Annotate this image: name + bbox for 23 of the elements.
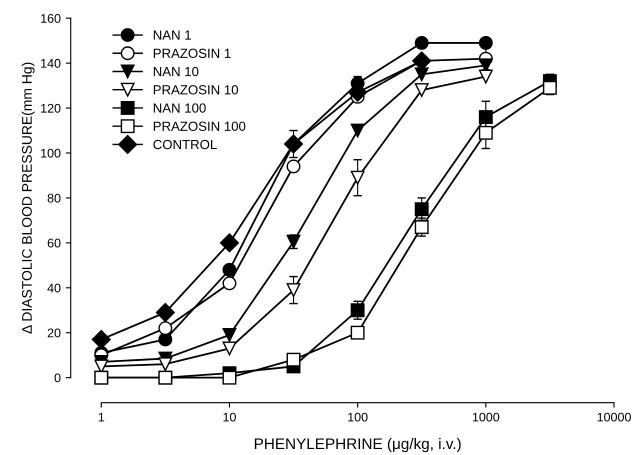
x-axis-title: PHENYLEPHRINE (μg/kg, i.v.) — [254, 438, 461, 452]
y-tick-label: 80 — [48, 194, 61, 203]
y-tick-label: 0 — [54, 373, 61, 382]
y-tick-label: 140 — [41, 58, 61, 68]
x-tick-label: 1000 — [472, 412, 500, 422]
y-tick-label: 120 — [41, 104, 61, 113]
y-tick-label: 40 — [47, 284, 61, 292]
legend-label: NAN 1 — [154, 30, 191, 40]
y-axis-title: Δ DIASTOLIC BLOOD PRESSURE(mm Hg) — [22, 62, 35, 334]
legend-label: NAN 10 — [154, 66, 198, 76]
legend-label: PRAZOSIN 1 — [154, 48, 231, 58]
y-tick-label: 100 — [41, 148, 61, 158]
x-tick-label: 1 — [98, 412, 104, 422]
legend-label: CONTROL — [153, 140, 217, 150]
x-tick-label: 10000 — [598, 412, 631, 422]
legend-label: NAN 100 — [154, 103, 206, 113]
y-tick-label: 60 — [48, 238, 61, 248]
y-tick-label: 160 — [41, 14, 61, 23]
legend-label: PRAZOSIN 10 — [154, 85, 238, 94]
y-tick-label: 20 — [48, 328, 61, 338]
x-tick-label: 100 — [348, 412, 368, 422]
legend-label: PRAZOSIN 100 — [154, 122, 246, 131]
x-tick-label: 10 — [223, 412, 236, 422]
